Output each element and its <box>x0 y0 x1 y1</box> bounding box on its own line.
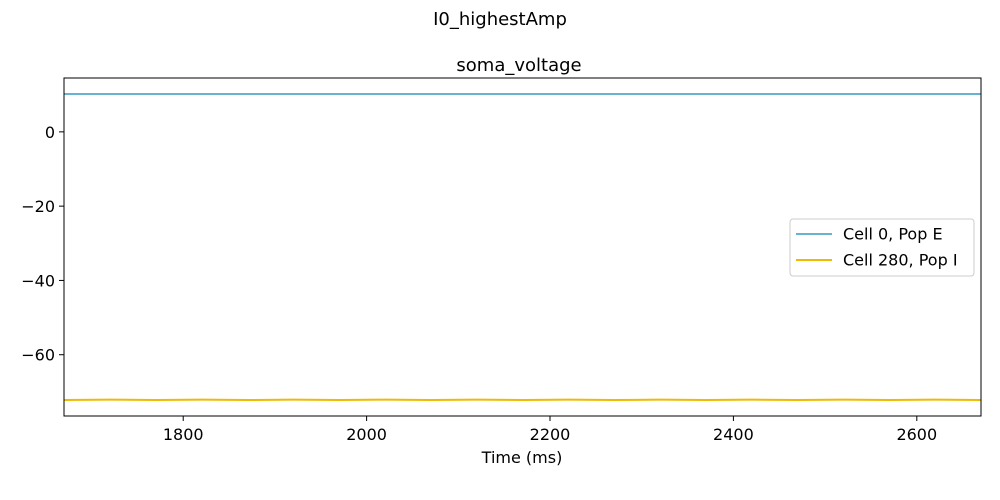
x-tick-label: 2400 <box>713 425 754 444</box>
legend-box <box>789 218 975 277</box>
y-tick-label: −20 <box>21 197 55 216</box>
legend-label-cell-280: Cell 280, Pop I <box>843 251 958 270</box>
x-axis-label: Time (ms) <box>481 448 563 467</box>
y-tick-label: −60 <box>21 346 55 365</box>
y-tick-label: 0 <box>45 123 55 142</box>
legend: Cell 0, Pop E Cell 280, Pop I <box>789 218 975 277</box>
y-axis: 0 −20 −40 −60 <box>21 123 64 365</box>
y-tick-label: −40 <box>21 271 55 290</box>
figure-suptitle: I0_highestAmp <box>433 9 567 30</box>
x-axis: 1800 2000 2200 2400 2600 <box>163 416 937 444</box>
x-tick-label: 2000 <box>346 425 387 444</box>
plot-border <box>63 77 982 417</box>
chart-title: soma_voltage <box>456 55 581 76</box>
x-tick-label: 1800 <box>163 425 204 444</box>
x-tick-label: 2200 <box>530 425 571 444</box>
legend-label-cell-0: Cell 0, Pop E <box>843 225 943 244</box>
x-tick-label: 2600 <box>896 425 937 444</box>
series-layer <box>63 92 982 402</box>
